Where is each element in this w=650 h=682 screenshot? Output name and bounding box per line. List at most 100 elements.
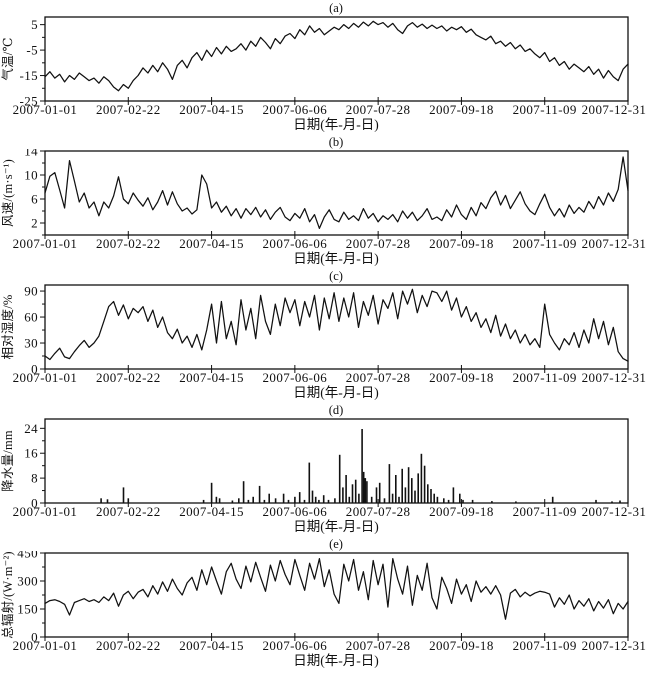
- x-tick-label: 2007-01-01: [13, 638, 78, 653]
- plot-box: [44, 284, 629, 370]
- y-tick-label: 24: [24, 421, 38, 436]
- precip-bar: [106, 499, 109, 503]
- y-tick-label: -25: [19, 94, 38, 109]
- y-tick-label: 150: [17, 602, 38, 617]
- precip-bar: [327, 499, 330, 503]
- precip-bar: [370, 496, 373, 503]
- y-tick-label: 0: [31, 630, 38, 645]
- x-tick-label: 2007-02-22: [96, 102, 161, 117]
- x-tick-label: 2007-06-06: [263, 370, 328, 385]
- precip-bar: [411, 478, 413, 503]
- x-tick-label: 2007-02-22: [96, 370, 161, 385]
- y-tick-label: 14: [24, 149, 38, 159]
- x-tick-label: 2007-04-15: [179, 638, 244, 653]
- x-axis-title-c: 日期(年-月-日): [293, 385, 379, 400]
- precip-bar: [231, 500, 234, 503]
- y-tick-label: 90: [24, 284, 38, 299]
- precip-bar: [619, 500, 621, 503]
- precip-bar: [611, 501, 613, 503]
- meteorological-figure: (a) 气温/℃ 5 -5 -15 -25 2007-01-01 2007-02-22 20…: [0, 2, 650, 670]
- y-tick-label: -5: [26, 43, 38, 58]
- precip-bar: [358, 493, 360, 503]
- panel-e: (e) 总辐射/(W·m⁻²) 450 300 150 0 2007-01-01 2007…: [0, 538, 650, 670]
- x-tick-label: 2007-01-01: [13, 370, 78, 385]
- precip-bar: [294, 496, 296, 503]
- precip-bar: [391, 493, 394, 503]
- y-tick-label: 450: [17, 551, 38, 561]
- x-tick-label: 2007-07-28: [346, 236, 411, 251]
- precip-bar: [252, 496, 254, 503]
- x-axis-title-b: 日期(年-月-日): [293, 251, 379, 266]
- precip-bar: [258, 485, 261, 503]
- y-tick-label: 0: [31, 496, 38, 511]
- precip-bar: [338, 454, 341, 503]
- precip-bar: [311, 490, 314, 503]
- x-tick-label: 2007-01-01: [13, 102, 78, 117]
- precip-bar: [334, 498, 336, 503]
- precip-bar: [348, 496, 351, 503]
- precip-bar: [242, 481, 245, 503]
- precip-bar: [218, 498, 221, 503]
- y-tick-label: 60: [24, 310, 38, 325]
- series-line: [44, 288, 629, 362]
- precip-bar: [462, 499, 464, 503]
- y-axis-title-e: 总辐射/(W·m⁻²): [0, 551, 15, 639]
- precip-bar: [471, 499, 474, 503]
- series-line: [44, 156, 629, 230]
- x-tick-label: 2007-01-01: [13, 504, 78, 519]
- precip-bar: [414, 490, 416, 503]
- precip-bar: [436, 496, 439, 503]
- precip-bar: [515, 501, 517, 503]
- precip-bar: [202, 499, 205, 503]
- precip-bar: [238, 498, 240, 503]
- precip-bar: [423, 465, 426, 503]
- plot-box: [44, 150, 629, 236]
- y-tick-label: 8: [31, 471, 38, 486]
- precip-bar: [127, 498, 130, 503]
- x-tick-label: 2007-07-28: [346, 504, 411, 519]
- x-tick-label: 2007-12-31: [582, 102, 647, 117]
- y-tick-label: 2: [31, 216, 38, 231]
- x-tick-label: 2007-02-22: [96, 638, 161, 653]
- x-tick-label: 2007-04-15: [179, 236, 244, 251]
- precip-bar: [388, 464, 391, 503]
- panel-a-label: (a): [329, 1, 343, 15]
- precip-bar: [268, 493, 270, 503]
- precip-bar: [263, 499, 266, 503]
- precip-bar: [383, 498, 386, 503]
- x-tick-label: 2007-04-15: [179, 370, 244, 385]
- precip-bar: [318, 499, 320, 503]
- precip-bar: [407, 467, 410, 503]
- precip-bar: [354, 479, 357, 503]
- precip-bar: [322, 495, 325, 503]
- x-tick-label: 2007-09-18: [429, 638, 494, 653]
- precip-bar: [404, 487, 407, 503]
- precip-bar: [215, 496, 218, 503]
- y-tick-label: 6: [31, 192, 38, 207]
- panel-a: (a) 气温/℃ 5 -5 -15 -25 2007-01-01 2007-02-22 20…: [0, 2, 650, 134]
- x-tick-label: 2007-11-09: [513, 370, 577, 385]
- plot-box: [44, 16, 629, 102]
- plot-box: [44, 552, 629, 638]
- plot-box: [44, 418, 629, 504]
- panel-b: (b) 风速/(m·s⁻¹) 14 10 6 2 2007-01-01 2007-02-2…: [0, 136, 650, 268]
- precip-bar: [364, 478, 367, 503]
- x-tick-label: 2007-12-31: [582, 236, 647, 251]
- x-tick-label: 2007-04-15: [179, 504, 244, 519]
- precip-bar: [314, 496, 317, 503]
- panel-d-label: (d): [328, 403, 344, 417]
- x-tick-label: 2007-09-18: [429, 370, 494, 385]
- precip-bar: [345, 475, 347, 503]
- x-tick-label: 2007-09-18: [429, 236, 494, 251]
- precip-bar: [401, 468, 403, 503]
- y-axis-title-d: 降水量/mm: [1, 430, 15, 492]
- series-line: [44, 557, 629, 620]
- precip-bar: [430, 489, 432, 503]
- precip-bar: [298, 492, 301, 503]
- x-tick-label: 2007-07-28: [346, 102, 411, 117]
- precip-bar: [342, 487, 344, 503]
- x-tick-label: 2007-01-01: [13, 236, 78, 251]
- x-tick-label: 2007-09-18: [429, 504, 494, 519]
- precip-bar: [595, 499, 597, 503]
